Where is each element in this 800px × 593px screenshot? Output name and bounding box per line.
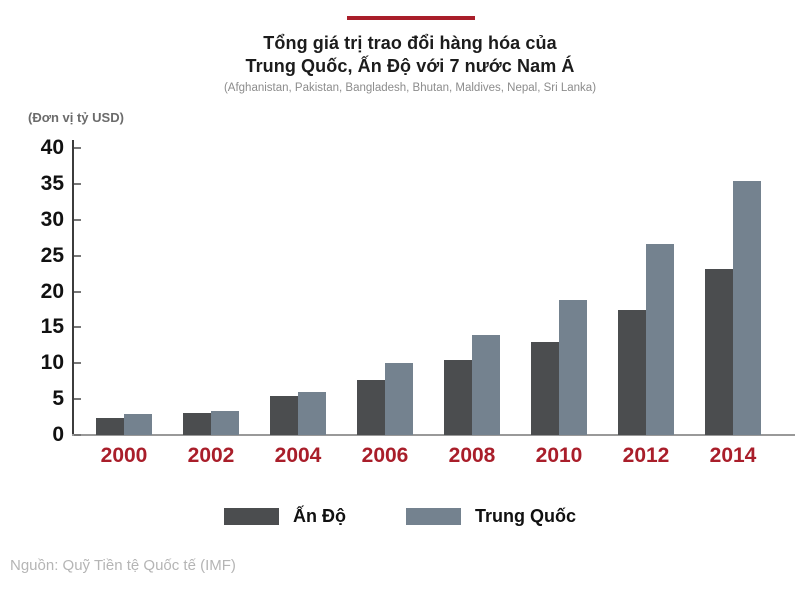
y-tick-mark: [74, 362, 81, 365]
y-tick-label: 0: [52, 423, 64, 446]
legend-label-india: Ấn Độ: [293, 506, 346, 526]
y-tick-mark: [74, 254, 81, 257]
legend-label-china: Trung Quốc: [475, 506, 576, 526]
x-tick-label-2006: 2006: [361, 444, 409, 467]
y-axis-unit-label: (Đơn vị tỷ USD): [28, 110, 124, 125]
x-axis-baseline: [72, 434, 795, 436]
x-tick-label-2012: 2012: [622, 444, 670, 467]
accent-rule: [347, 16, 475, 20]
chart-title-line1: Tổng giá trị trao đổi hàng hóa của: [263, 33, 557, 53]
x-tick-label-2000: 2000: [100, 444, 148, 467]
y-tick-mark: [74, 218, 81, 221]
x-tick-label-2002: 2002: [187, 444, 235, 467]
bar-trung-quốc-2006: [385, 363, 413, 435]
chart-subtitle: (Afghanistan, Pakistan, Bangladesh, Bhut…: [223, 82, 597, 94]
y-tick-label: 5: [52, 387, 64, 411]
y-tick-mark: [74, 290, 81, 293]
bar-group-2008: [444, 335, 500, 435]
bar-group-2002: [183, 411, 239, 435]
bar-trung-quốc-2010: [559, 300, 587, 435]
y-tick-label: 35: [40, 171, 64, 195]
legend: Ấn Độ Trung Quốc: [0, 506, 800, 527]
bar-trung-quốc-2008: [472, 335, 500, 435]
y-tick-label: 20: [40, 279, 64, 303]
legend-swatch-india: [224, 508, 279, 525]
chart-title-line2: Trung Quốc, Ấn Độ với 7 nước Nam Á: [245, 56, 575, 76]
bar-ấn-độ-2004: [270, 396, 298, 435]
bar-group-2012: [618, 244, 674, 435]
bar-ấn-độ-2012: [618, 310, 646, 435]
bar-trung-quốc-2002: [211, 411, 239, 435]
legend-swatch-china: [406, 508, 461, 525]
legend-entry-india: Ấn Độ: [224, 506, 346, 527]
bar-trung-quốc-2014: [733, 181, 761, 435]
bar-group-2006: [357, 363, 413, 435]
bar-ấn-độ-2008: [444, 360, 472, 435]
y-tick-label: 15: [40, 315, 64, 339]
bar-group-2004: [270, 392, 326, 435]
bar-group-2000: [96, 414, 152, 435]
y-tick-mark: [74, 434, 81, 436]
bar-ấn-độ-2002: [183, 413, 211, 435]
bar-ấn-độ-2006: [357, 380, 385, 435]
bar-ấn-độ-2010: [531, 342, 559, 435]
y-tick-mark: [74, 182, 81, 185]
x-tick-label-2010: 2010: [535, 444, 583, 467]
y-tick-mark: [74, 147, 81, 149]
y-tick-label: 40: [40, 136, 64, 159]
y-axis-line: [72, 140, 74, 436]
bar-trung-quốc-2000: [124, 414, 152, 435]
bar-trung-quốc-2004: [298, 392, 326, 435]
legend-entry-china: Trung Quốc: [406, 506, 576, 527]
y-tick-mark: [74, 326, 81, 329]
y-tick-label: 30: [40, 207, 64, 231]
y-tick-mark: [74, 398, 81, 401]
bar-ấn-độ-2014: [705, 269, 733, 435]
bar-trung-quốc-2012: [646, 244, 674, 435]
bar-ấn-độ-2000: [96, 418, 124, 435]
x-tick-label-2004: 2004: [274, 444, 322, 467]
y-tick-label: 25: [40, 243, 64, 267]
bar-group-2014: [705, 181, 761, 435]
source-credit: Nguồn: Quỹ Tiền tệ Quốc tế (IMF): [10, 557, 236, 574]
y-tick-label: 10: [40, 351, 64, 375]
x-tick-label-2008: 2008: [448, 444, 496, 467]
bar-group-2010: [531, 300, 587, 435]
x-tick-label-2014: 2014: [709, 444, 757, 467]
